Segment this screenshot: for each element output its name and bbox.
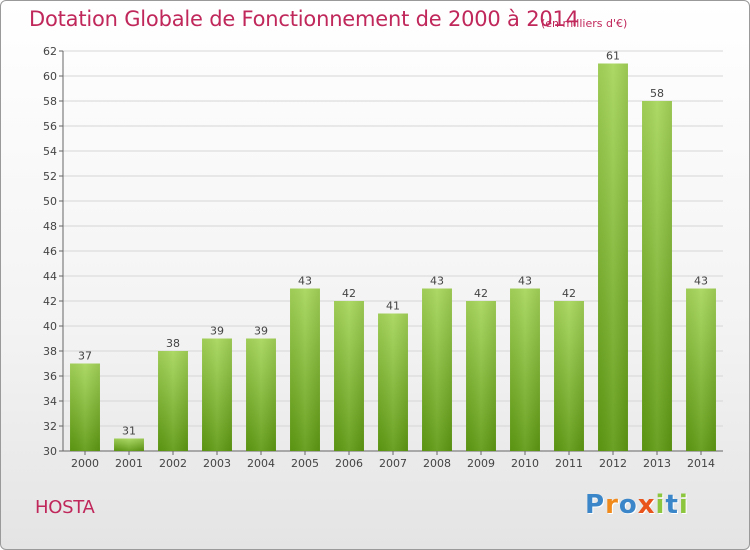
bar-shade-2005 <box>290 288 320 451</box>
y-tick-label: 34 <box>43 395 57 408</box>
x-tick-label-2007: 2007 <box>379 457 407 470</box>
y-tick-label: 58 <box>43 95 57 108</box>
x-tick-label-2012: 2012 <box>599 457 627 470</box>
logo-letter: x <box>637 490 656 520</box>
y-tick-label: 48 <box>43 220 57 233</box>
x-tick-label-2009: 2009 <box>467 457 495 470</box>
data-label-2014: 43 <box>694 275 708 288</box>
y-tick-label: 38 <box>43 345 57 358</box>
x-tick-label-2010: 2010 <box>511 457 539 470</box>
data-label-2012: 61 <box>606 50 620 63</box>
bar-shade-2004 <box>246 338 276 451</box>
proxiti-logo: Proxiti <box>585 490 689 520</box>
data-label-2013: 58 <box>650 87 664 100</box>
y-tick-label: 40 <box>43 320 57 333</box>
x-tick-label-2011: 2011 <box>555 457 583 470</box>
data-label-2001: 31 <box>122 425 136 438</box>
x-tick-label-2004: 2004 <box>247 457 275 470</box>
bar-shade-2010 <box>510 288 540 451</box>
x-tick-label-2008: 2008 <box>423 457 451 470</box>
x-tick-label-2002: 2002 <box>159 457 187 470</box>
x-tick-label-2005: 2005 <box>291 457 319 470</box>
logo-letter: P <box>585 490 606 520</box>
x-tick-label-2006: 2006 <box>335 457 363 470</box>
y-tick-label: 42 <box>43 295 57 308</box>
x-tick-label-2001: 2001 <box>115 457 143 470</box>
bar-shade-2002 <box>158 351 188 451</box>
data-label-2002: 38 <box>166 337 180 350</box>
bar-shade-2006 <box>334 301 364 451</box>
place-name: HOSTA <box>35 497 95 518</box>
data-label-2011: 42 <box>562 287 576 300</box>
data-label-2008: 43 <box>430 275 444 288</box>
logo-letter: r <box>605 490 619 520</box>
chart-title: Dotation Globale de Fonctionnement de 20… <box>29 7 579 31</box>
bar-shade-2001 <box>114 438 144 451</box>
y-tick-label: 32 <box>43 420 57 433</box>
y-tick-label: 56 <box>43 120 57 133</box>
bar-layer <box>70 63 716 451</box>
bar-shade-2012 <box>598 63 628 451</box>
y-tick-label: 62 <box>43 45 57 58</box>
y-tick-label: 52 <box>43 170 57 183</box>
y-tick-label: 36 <box>43 370 57 383</box>
y-tick-label: 44 <box>43 270 57 283</box>
x-tick-label-2014: 2014 <box>687 457 715 470</box>
y-tick-label: 60 <box>43 70 57 83</box>
logo-letter: i <box>655 490 666 520</box>
data-label-2006: 42 <box>342 287 356 300</box>
bar-shade-2007 <box>378 313 408 451</box>
bar-shade-2014 <box>686 288 716 451</box>
data-label-2004: 39 <box>254 325 268 338</box>
data-label-2010: 43 <box>518 275 532 288</box>
bar-shade-2000 <box>70 363 100 451</box>
label-layer: 37 31 38 39 39 43 42 41 43 42 43 42 61 58 43 <box>78 50 708 438</box>
logo-letter: i <box>678 490 689 520</box>
data-label-2007: 41 <box>386 300 400 313</box>
data-label-2009: 42 <box>474 287 488 300</box>
y-tick-label: 46 <box>43 245 57 258</box>
y-tick-label: 54 <box>43 145 57 158</box>
x-tick-label-2013: 2013 <box>643 457 671 470</box>
logo-letter: o <box>618 490 638 520</box>
bar-shade-2013 <box>642 101 672 451</box>
bar-shade-2003 <box>202 338 232 451</box>
logo-letter: t <box>665 490 679 520</box>
bar-shade-2011 <box>554 301 584 451</box>
bar-shade-2009 <box>466 301 496 451</box>
y-tick-label: 30 <box>43 445 57 458</box>
data-label-2005: 43 <box>298 275 312 288</box>
y-tick-label: 50 <box>43 195 57 208</box>
chart-unit-label: (en milliers d'€) <box>541 17 628 30</box>
data-label-2000: 37 <box>78 350 92 363</box>
x-tick-label-2003: 2003 <box>203 457 231 470</box>
x-tick-label-2000: 2000 <box>71 457 99 470</box>
data-label-2003: 39 <box>210 325 224 338</box>
bar-shade-2008 <box>422 288 452 451</box>
